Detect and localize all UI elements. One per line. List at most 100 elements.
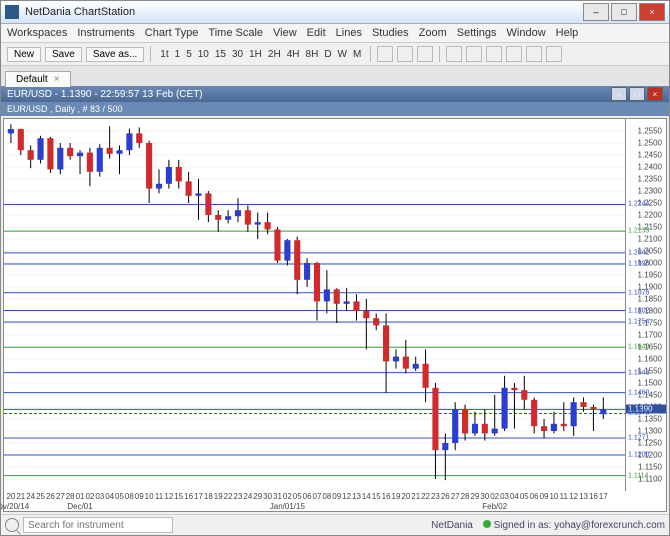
x-month: Jan/01/15 [270,502,305,511]
timeframe-1H[interactable]: 1H [246,49,265,60]
y-tick: 1.2100 [638,235,662,244]
x-tick: 09 [332,492,341,501]
tool-icon[interactable] [486,46,502,62]
menu-workspaces[interactable]: Workspaces [7,27,67,39]
chart-area[interactable]: 1.11001.11501.12001.12501.13001.13501.14… [3,118,667,512]
menu-view[interactable]: View [273,27,297,39]
timeframe-15[interactable]: 15 [212,49,229,60]
timeframe-D[interactable]: D [321,49,334,60]
x-tick: 26 [46,492,55,501]
menu-instruments[interactable]: Instruments [77,27,134,39]
x-tick: 24 [243,492,252,501]
x-tick: 04 [105,492,114,501]
menu-zoom[interactable]: Zoom [419,27,447,39]
x-tick: 19 [214,492,223,501]
menu-help[interactable]: Help [556,27,579,39]
timeframe-2H[interactable]: 2H [265,49,284,60]
x-axis: 2021242526272801020304050809101112151617… [4,491,626,511]
x-tick: 12 [342,492,351,501]
tool-icon[interactable] [446,46,462,62]
timeframe-group: 1t151015301H2H4H8HDWM [157,49,364,60]
tool-icon[interactable] [506,46,522,62]
y-tick: 1.2300 [638,187,662,196]
hline-label: 1.1754 [626,319,666,326]
tab-close-icon[interactable]: × [54,74,60,85]
hline-label: 1.1114 [626,472,666,479]
timeframe-8H[interactable]: 8H [303,49,322,60]
y-tick: 1.2500 [638,139,662,148]
x-tick: 03 [500,492,509,501]
tab-default[interactable]: Default× [5,71,71,87]
tool-icon[interactable] [466,46,482,62]
minimize-button[interactable]: – [583,3,609,21]
timeframe-30[interactable]: 30 [229,49,246,60]
x-tick: 02 [85,492,94,501]
y-tick: 1.2350 [638,175,662,184]
x-tick: 10 [145,492,154,501]
x-tick: 29 [470,492,479,501]
x-tick: 23 [234,492,243,501]
save-button[interactable]: Save [45,47,82,62]
x-month: Dec/01 [67,502,92,511]
x-month: Nov/20/14 [0,502,29,511]
chart-type-icon[interactable] [377,46,393,62]
x-tick: 16 [382,492,391,501]
hline-label: 1.1802 [626,307,666,314]
x-tick: 19 [392,492,401,501]
y-axis: 1.11001.11501.12001.12501.13001.13501.14… [625,119,666,491]
x-tick: 30 [480,492,489,501]
x-tick: 09 [135,492,144,501]
y-tick: 1.1950 [638,271,662,280]
timeframe-M[interactable]: M [350,49,364,60]
app-window: NetDania ChartStation – □ × Workspaces In… [0,0,670,536]
app-icon [5,5,19,19]
y-tick: 1.2400 [638,163,662,172]
timeframe-10[interactable]: 10 [195,49,212,60]
y-tick: 1.2550 [638,127,662,136]
menu-studies[interactable]: Studies [372,27,409,39]
menu-window[interactable]: Window [507,27,546,39]
chart-title: EUR/USD - 1.1390 - 22:59:57 13 Feb (CET) [7,89,203,100]
chart-minimize-button[interactable]: – [611,87,627,101]
menu-settings[interactable]: Settings [457,27,497,39]
separator [370,46,371,62]
x-tick: 08 [125,492,134,501]
titlebar[interactable]: NetDania ChartStation – □ × [1,1,669,24]
x-tick: 13 [352,492,361,501]
x-tick: 16 [589,492,598,501]
x-tick: 26 [441,492,450,501]
hline-label: 1.1271 [626,434,666,441]
menu-time-scale[interactable]: Time Scale [208,27,263,39]
maximize-button[interactable]: □ [611,3,637,21]
hline-label: 1.1200 [626,452,666,459]
chart-type-icon[interactable] [397,46,413,62]
timeframe-W[interactable]: W [335,49,350,60]
new-button[interactable]: New [7,47,41,62]
x-tick: 29 [253,492,262,501]
y-tick: 1.2200 [638,211,662,220]
toolbar: New Save Save as... 1t151015301H2H4H8HDW… [1,43,669,66]
menu-chart-type[interactable]: Chart Type [145,27,199,39]
menu-lines[interactable]: Lines [336,27,362,39]
y-tick: 1.1500 [638,379,662,388]
timeframe-1t[interactable]: 1t [157,49,171,60]
x-tick: 30 [263,492,272,501]
timeframe-1[interactable]: 1 [172,49,184,60]
x-tick: 22 [224,492,233,501]
tool-icon[interactable] [546,46,562,62]
timeframe-4H[interactable]: 4H [284,49,303,60]
close-button[interactable]: × [639,3,665,21]
chart-type-icon[interactable] [417,46,433,62]
timeframe-5[interactable]: 5 [183,49,195,60]
tool-icon[interactable] [526,46,542,62]
chart-close-button[interactable]: × [647,87,663,101]
chart-window-buttons: – □ × [611,87,663,101]
search-input[interactable] [23,517,173,533]
separator [439,46,440,62]
x-tick: 02 [283,492,292,501]
chart-maximize-button[interactable]: □ [629,87,645,101]
menu-edit[interactable]: Edit [307,27,326,39]
hline-label: 1.2244 [626,201,666,208]
saveas-button[interactable]: Save as... [86,47,144,62]
x-tick: 07 [313,492,322,501]
